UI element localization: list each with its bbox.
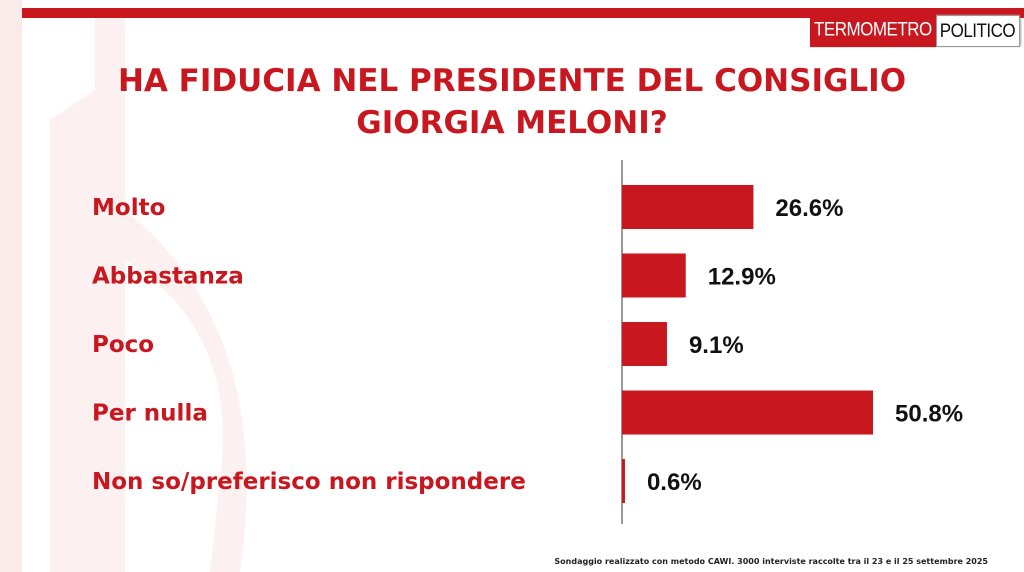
category-label: Molto xyxy=(92,195,165,221)
category-label: Abbastanza xyxy=(92,264,244,290)
bar xyxy=(622,322,667,366)
termometro-politico-logo: TERMOMETRO POLITICO xyxy=(810,14,1021,48)
value-label: 12.9% xyxy=(708,264,776,291)
bar xyxy=(622,459,625,503)
bar xyxy=(622,253,686,298)
page-title: HA FIDUCIA NEL PRESIDENTE DEL CONSIGLIO … xyxy=(0,60,1024,144)
category-label: Poco xyxy=(92,332,154,358)
top-accent-bar xyxy=(0,8,1024,18)
category-label: Per nulla xyxy=(92,401,208,427)
logo-part-1: TERMOMETRO xyxy=(810,14,936,48)
value-label: 26.6% xyxy=(775,195,843,222)
bar xyxy=(622,185,754,229)
title-line-1: HA FIDUCIA NEL PRESIDENTE DEL CONSIGLIO xyxy=(117,63,907,99)
value-label: 0.6% xyxy=(647,469,702,496)
survey-footnote: Sondaggio realizzato con metodo CAWI. 30… xyxy=(554,557,988,566)
logo-part-2: POLITICO xyxy=(935,14,1021,48)
value-label: 9.1% xyxy=(689,332,744,359)
bar xyxy=(622,390,873,435)
title-line-2: GIORGIA MELONI? xyxy=(356,105,668,141)
category-label: Non so/preferisco non rispondere xyxy=(92,469,526,495)
value-label: 50.8% xyxy=(895,401,963,428)
